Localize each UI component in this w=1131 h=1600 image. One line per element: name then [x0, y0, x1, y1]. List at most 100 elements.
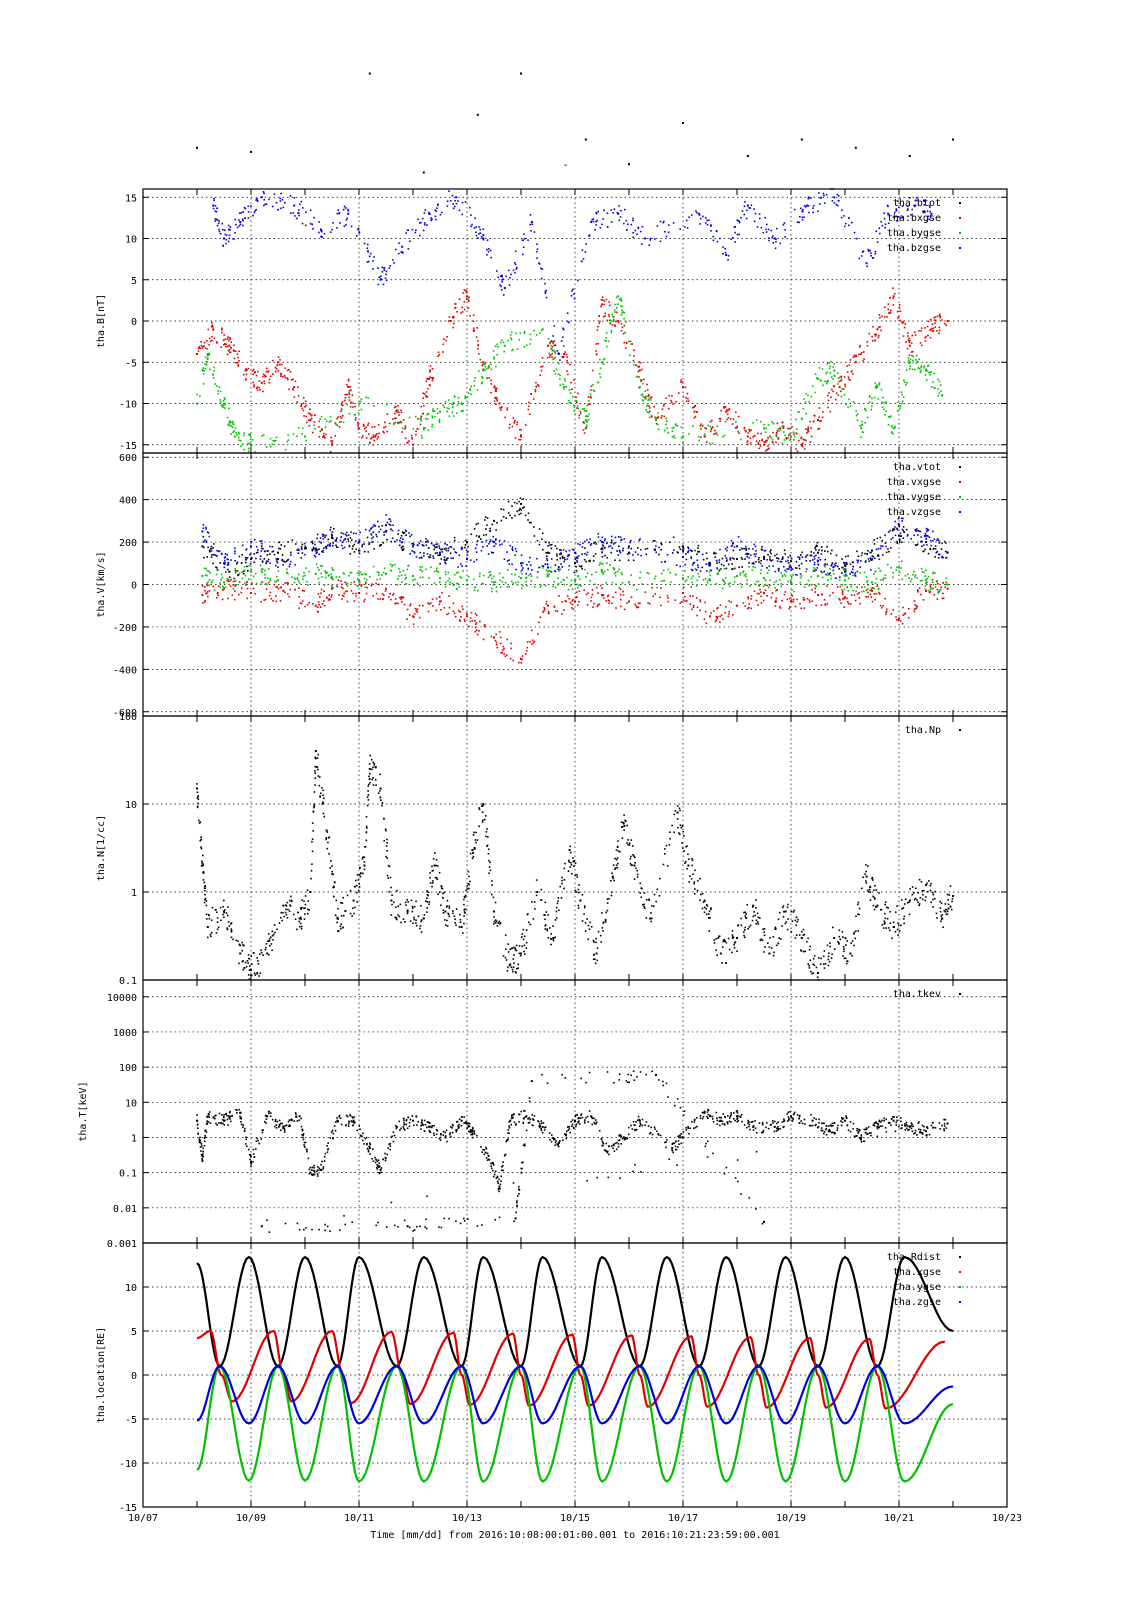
scatter-dot [612, 567, 615, 569]
scatter-dot [718, 417, 721, 420]
scatter-dot [251, 557, 253, 559]
scatter-dot [432, 605, 434, 607]
scatter-dot [308, 601, 310, 604]
scatter-dot [212, 374, 214, 376]
scatter-dot [861, 423, 863, 426]
scatter-dot [516, 421, 519, 424]
scatter-dot [381, 266, 383, 269]
scatter-dot [764, 431, 767, 434]
scatter-dot [738, 221, 741, 224]
scatter-dot [928, 218, 931, 221]
scatter-dot [512, 582, 514, 585]
scatter-dot [245, 378, 247, 380]
scatter-dot [743, 574, 746, 577]
scatter-dot [431, 416, 434, 419]
scatter-dot [668, 541, 671, 544]
data-point [412, 575, 414, 578]
scatter-dot [355, 417, 357, 419]
scatter-dot [704, 222, 707, 224]
scatter-dot [546, 570, 549, 573]
scatter-dot [573, 293, 575, 295]
scatter-dot [210, 321, 213, 324]
scatter-dot [496, 353, 498, 356]
scatter-dot [679, 602, 682, 604]
scatter-dot [815, 554, 817, 557]
scatter-dot [892, 528, 894, 530]
scatter-dot [349, 389, 352, 391]
scatter-dot [284, 367, 287, 370]
scatter-dot [796, 427, 798, 430]
scatter-dot [925, 527, 928, 530]
scatter-dot [404, 578, 407, 580]
scatter-dot [846, 365, 848, 367]
legend-entry-label: tha.vxgse [887, 477, 941, 488]
scatter-dot [733, 558, 735, 560]
scatter-dot [579, 410, 582, 413]
scatter-dot [318, 540, 321, 543]
scatter-dot [551, 348, 553, 351]
scatter-dot [365, 592, 368, 595]
scatter-dot [537, 633, 539, 635]
scatter-dot [321, 429, 323, 432]
scatter-dot [394, 421, 396, 424]
scatter-dot [511, 563, 513, 566]
scatter-dot [324, 437, 326, 439]
scatter-dot [219, 562, 222, 564]
scatter-dot [228, 228, 231, 231]
scatter-dot [656, 586, 658, 589]
scatter-dot [929, 548, 932, 551]
scatter-dot [901, 321, 903, 323]
scatter-dot [340, 420, 342, 423]
scatter-dot [486, 524, 488, 526]
scatter-dot [338, 594, 340, 596]
scatter-dot [204, 897, 207, 900]
scatter-dot [467, 298, 470, 301]
scatter-dot [204, 574, 207, 577]
scatter-dot [402, 252, 404, 254]
scatter-dot [608, 301, 610, 303]
scatter-dot [334, 540, 337, 542]
scatter-dot [774, 554, 776, 557]
scatter-dot [269, 591, 272, 594]
scatter-dot [682, 547, 685, 549]
scatter-dot [200, 836, 203, 839]
scatter-dot [204, 539, 206, 541]
scatter-dot [260, 568, 263, 570]
scatter-dot [902, 537, 905, 540]
scatter-dot [811, 600, 814, 602]
scatter-dot [935, 539, 938, 542]
scatter-dot [594, 229, 596, 231]
scatter-dot [553, 370, 556, 372]
scatter-dot [879, 569, 881, 572]
scatter-dot [873, 396, 876, 399]
scatter-dot [597, 325, 599, 328]
scatter-dot [503, 540, 506, 542]
scatter-dot [832, 569, 835, 572]
scatter-dot [323, 418, 326, 421]
scatter-dot [205, 339, 208, 342]
scatter-dot [495, 543, 497, 545]
scatter-dot [575, 570, 578, 573]
scatter-dot [227, 423, 229, 426]
scatter-dot [234, 567, 237, 570]
scatter-dot [375, 582, 377, 585]
scatter-dot [579, 412, 582, 415]
scatter-dot [840, 395, 843, 398]
scatter-dot [531, 643, 533, 645]
data-point [946, 551, 949, 554]
scatter-dot [518, 339, 521, 341]
scatter-dot [574, 558, 577, 561]
scatter-dot [216, 342, 218, 344]
scatter-dot [708, 561, 711, 564]
scatter-dot [243, 569, 246, 572]
scatter-dot [932, 587, 934, 590]
scatter-dot [880, 329, 882, 332]
scatter-dot [435, 597, 438, 600]
scatter-dot [448, 577, 451, 580]
data-point [277, 551, 279, 554]
scatter-dot [892, 571, 894, 574]
scatter-dot [412, 579, 414, 582]
scatter-dot [343, 205, 346, 208]
scatter-dot [734, 427, 737, 429]
data-point [201, 594, 204, 597]
